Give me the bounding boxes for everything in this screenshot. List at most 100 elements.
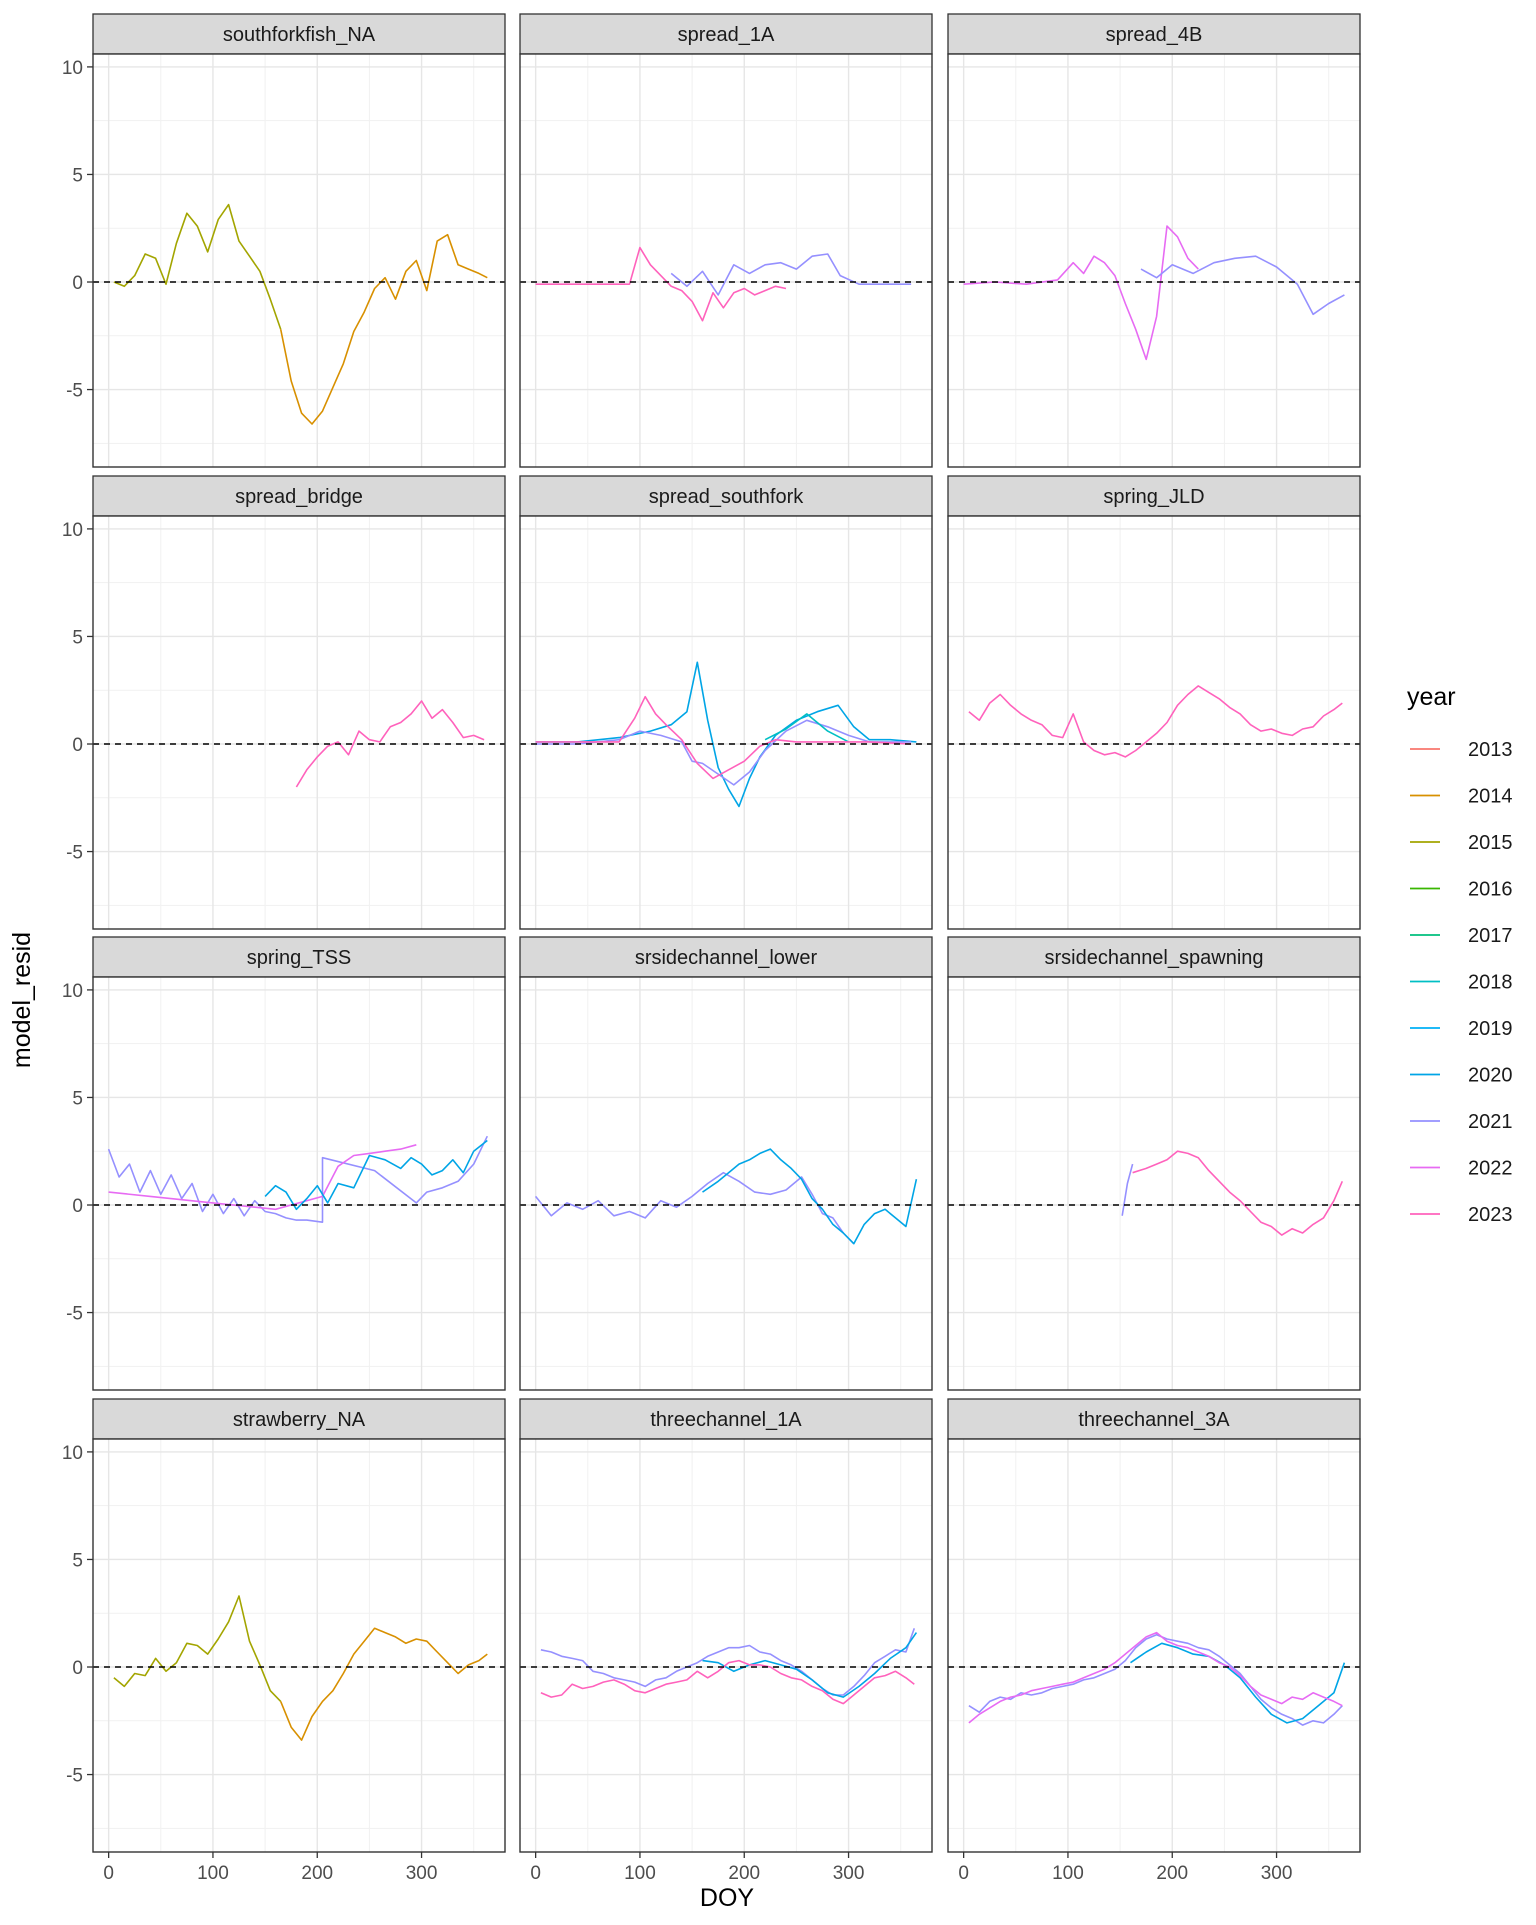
facet-strip [519, 936, 933, 978]
series-line [702, 1148, 918, 1245]
facet-strip-label: threechannel_3A [1078, 1409, 1230, 1431]
panel-border [519, 515, 933, 930]
y-tick-label: 10 [62, 1443, 83, 1464]
x-tick-label: 300 [1261, 1863, 1293, 1884]
series-line [540, 1628, 916, 1696]
facet-strip-label: threechannel_1A [650, 1409, 802, 1431]
facet-panel: southforkfish_NA -5 0 5 10 [62, 13, 506, 468]
panel-border [92, 1438, 506, 1853]
y-tick-label: 5 [72, 165, 83, 186]
plot-background [93, 516, 505, 929]
x-tick-label: 0 [103, 1863, 114, 1884]
facet-panel: spread_1A [519, 13, 933, 468]
series-line [968, 1633, 1343, 1726]
plot-background [520, 1439, 932, 1852]
y-tick-label: 10 [62, 520, 83, 541]
y-tick-label: 5 [72, 1550, 83, 1571]
facet-panel: spread_4B [947, 13, 1361, 468]
facet-strip-label: spring_JLD [1103, 486, 1204, 508]
facet-strip-label: spring_TSS [247, 947, 352, 969]
series-line [1121, 1163, 1134, 1216]
series-line [1130, 1642, 1346, 1724]
y-tick-label: -5 [66, 381, 83, 402]
y-tick-label: 5 [72, 627, 83, 648]
facet-panel: spring_TSS -5 0 5 10 [62, 936, 506, 1391]
series-group [295, 700, 485, 788]
legend-entry-label: 2016 [1468, 879, 1513, 901]
series-group [968, 1631, 1346, 1726]
panel-border [947, 1438, 1361, 1853]
plot-background [93, 1439, 505, 1852]
legend-entry-label: 2021 [1468, 1111, 1513, 1133]
series-line [279, 1627, 488, 1741]
facet-panel: spring_JLD [947, 475, 1361, 930]
legend-entry-label: 2023 [1468, 1204, 1513, 1226]
facet-strip-label: southforkfish_NA [223, 24, 376, 46]
panel-border [947, 515, 1361, 930]
facet-strip-label: spread_southfork [649, 486, 805, 508]
panel-border [947, 976, 1361, 1391]
series-group [107, 1135, 489, 1223]
series-group [534, 1148, 918, 1245]
series-line [535, 661, 917, 808]
series-line [279, 233, 488, 425]
series-line [108, 1144, 417, 1211]
facet-panel: threechannel_1A 0 100 200 300 [519, 1398, 933, 1884]
y-tick-label: 10 [62, 58, 83, 79]
panel-border [519, 1438, 933, 1853]
plot-background [948, 516, 1360, 929]
facet-panel: srsidechannel_lower [519, 936, 933, 1391]
plot-background [520, 54, 932, 467]
facet-panel: threechannel_3A 0 100 200 300 [947, 1398, 1361, 1884]
series-line [764, 713, 849, 743]
legend-entry-label: 2017 [1468, 925, 1513, 947]
facet-strip-label: spread_bridge [235, 486, 363, 508]
series-line [968, 1631, 1343, 1724]
series-line [113, 1595, 282, 1702]
series-group [968, 685, 1343, 758]
x-tick-label: 200 [301, 1863, 333, 1884]
series-group [540, 1628, 918, 1705]
y-axis-title: model_resid [8, 932, 36, 1068]
series-line [540, 1659, 915, 1705]
y-tick-label: -5 [66, 843, 83, 864]
plot-background [520, 516, 932, 929]
series-line [113, 203, 282, 330]
panel-border [519, 976, 933, 1391]
series-line [535, 719, 912, 786]
plot-background [948, 1439, 1360, 1852]
plot-background [520, 977, 932, 1390]
panel-border [92, 515, 506, 930]
legend-entry-label: 2014 [1468, 786, 1513, 808]
x-tick-label: 0 [958, 1863, 969, 1884]
series-line [1140, 255, 1345, 316]
y-tick-label: 10 [62, 981, 83, 1002]
facet-strip [519, 13, 933, 55]
facet-strip [92, 936, 506, 978]
legend-entry-label: 2020 [1468, 1065, 1513, 1087]
legend-entry-label: 2018 [1468, 972, 1513, 994]
panel-border [947, 53, 1361, 468]
series-group [1121, 1150, 1344, 1236]
facet-strip [947, 13, 1361, 55]
facet-strip-label: srsidechannel_spawning [1044, 947, 1263, 969]
y-tick-label: -5 [66, 1766, 83, 1787]
series-line [1132, 1150, 1344, 1236]
series-group [535, 661, 917, 808]
y-tick-label: 5 [72, 1088, 83, 1109]
y-tick-label: 0 [72, 1196, 83, 1217]
y-tick-label: 0 [72, 735, 83, 756]
facet-panel: spread_bridge -5 0 5 10 [62, 475, 506, 930]
facet-panel: spread_southfork [519, 475, 933, 930]
plot-background [93, 54, 505, 467]
legend-entry-label: 2013 [1468, 739, 1513, 761]
legend: 2013 2014 2015 2016 2017 2018 2019 2020 2021 2022… [1410, 739, 1513, 1226]
series-line [295, 700, 485, 788]
facet-strip-label: spread_4B [1106, 24, 1203, 46]
x-tick-label: 0 [530, 1863, 541, 1884]
facet-strip [947, 1398, 1361, 1440]
x-tick-label: 200 [728, 1863, 760, 1884]
